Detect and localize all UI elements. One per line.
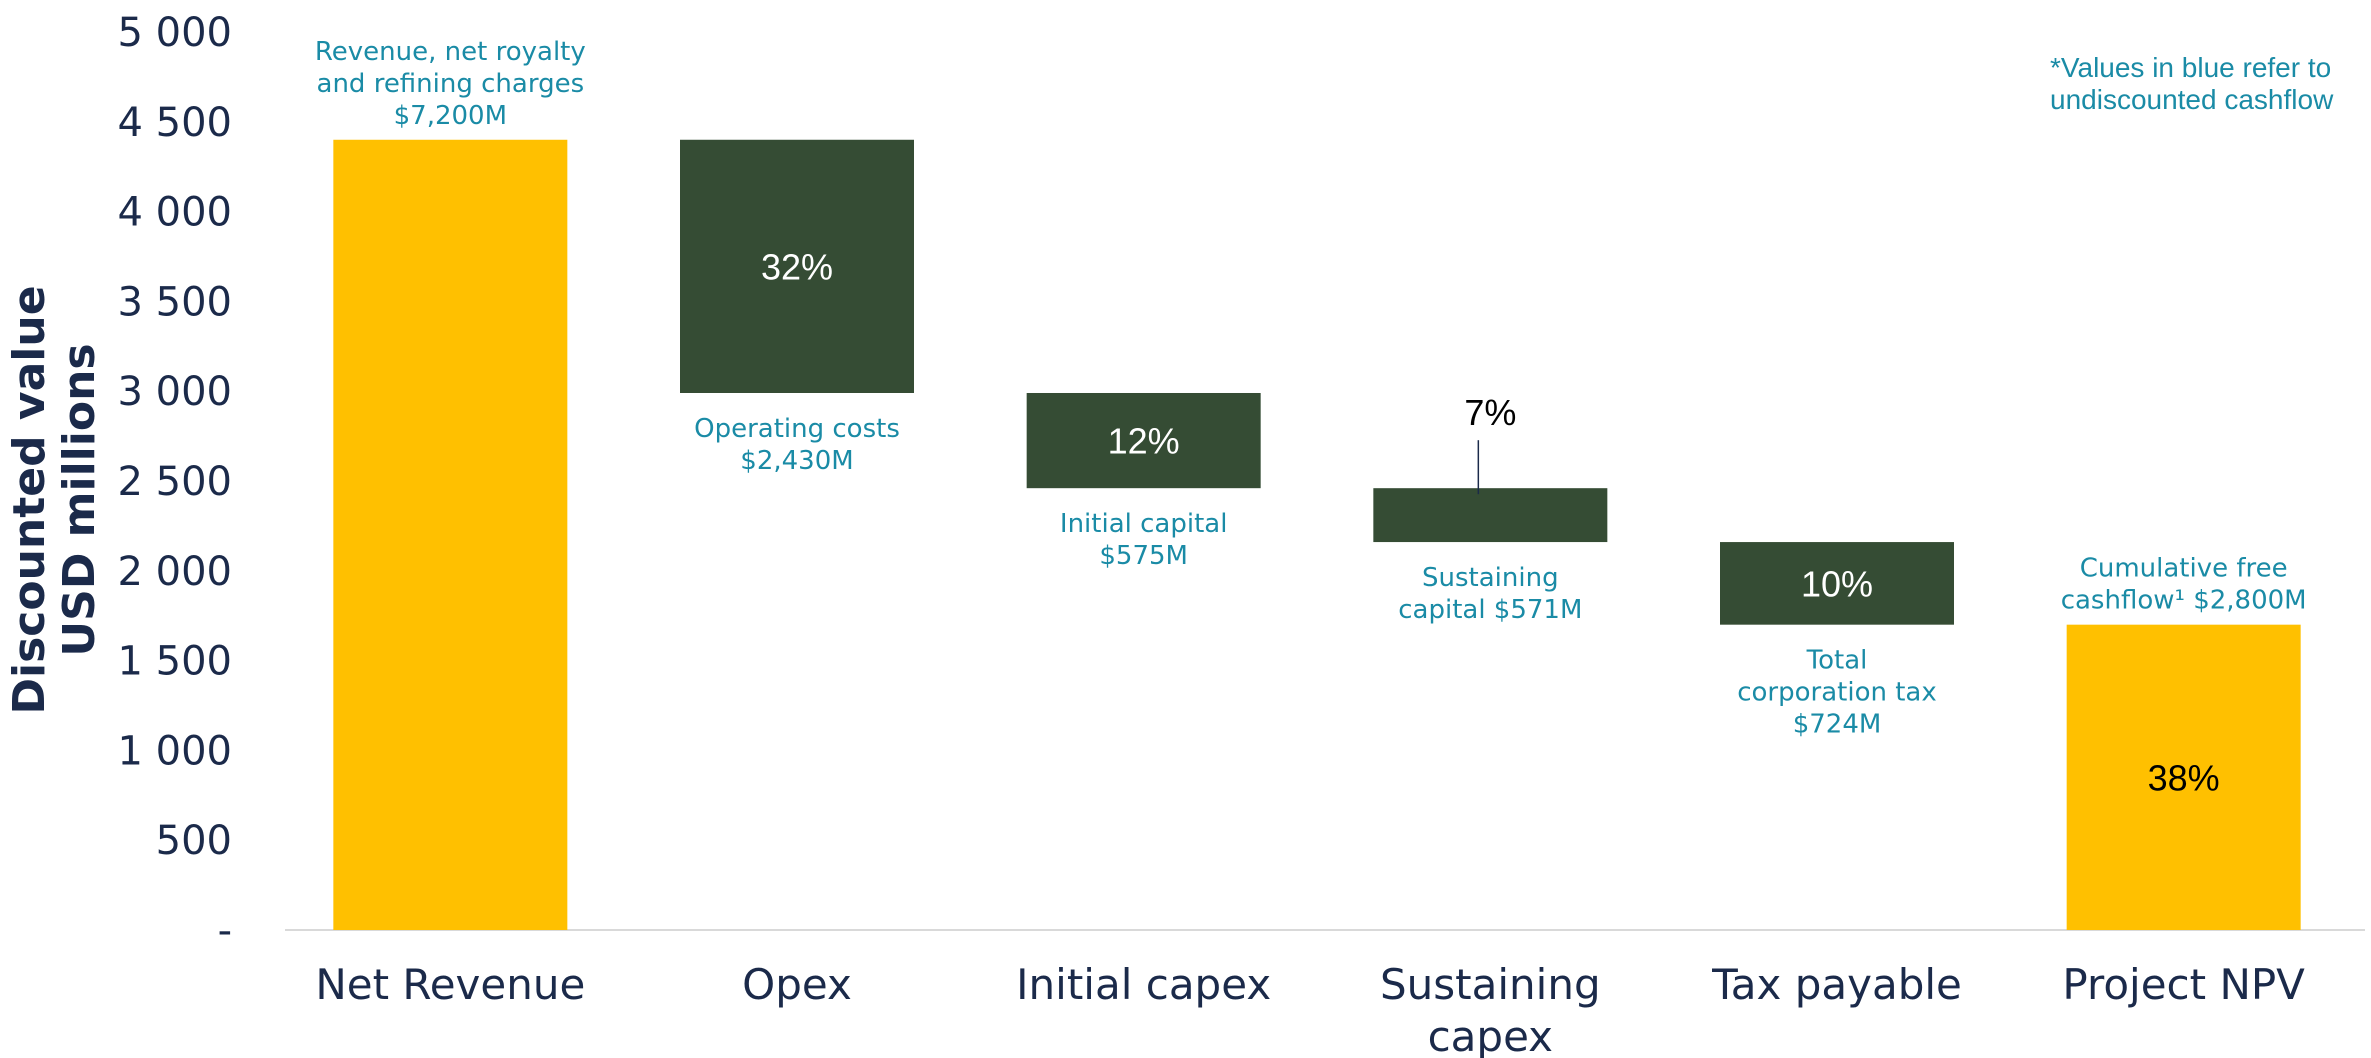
bar — [1373, 488, 1608, 543]
x-category-label: Initial capex — [1016, 960, 1271, 1009]
bar — [2066, 624, 2301, 930]
y-tick-label: 2 500 — [117, 459, 232, 505]
y-tick-label: 5 000 — [117, 10, 232, 56]
y-axis-title-line: USD millions — [54, 343, 105, 656]
x-category-label: Net Revenue — [315, 960, 585, 1009]
y-tick-label: 3 000 — [117, 369, 232, 415]
y-axis-ticks: - 500 1 000 1 500 2 000 2 500 3 000 3 500 4 000 4… — [117, 10, 232, 954]
bar-annotation: cashflow¹ $2,800M — [2061, 586, 2307, 616]
percentage-label: 7% — [1464, 392, 1516, 433]
bar-annotation: Total — [1806, 646, 1868, 676]
percentage-label: 10% — [1801, 563, 1873, 604]
bar-annotation: $575M — [1099, 541, 1188, 571]
percentage-label: 12% — [1108, 421, 1180, 462]
y-tick-label: 4 000 — [117, 190, 232, 236]
y-tick-label: - — [218, 908, 232, 954]
bar-annotation: capital $571M — [1398, 595, 1582, 625]
x-category-label: capex — [1428, 1012, 1553, 1058]
percentage-label: 32% — [761, 246, 833, 287]
bar-annotation: $724M — [1793, 710, 1882, 740]
bar-annotation: Initial capital — [1060, 509, 1228, 539]
x-category-label: Sustaining — [1380, 960, 1601, 1009]
percentage-label: 38% — [2148, 757, 2220, 798]
bar — [1026, 392, 1261, 489]
bar — [680, 139, 914, 393]
bar-annotation: $7,200M — [394, 101, 507, 131]
bar-annotation: Cumulative free — [2080, 554, 2288, 584]
y-axis-label: Discounted value USD millions — [4, 285, 105, 714]
y-tick-label: 1 500 — [117, 639, 232, 685]
note-line: undiscounted cashflow — [2050, 84, 2334, 115]
y-tick-label: 4 500 — [117, 100, 232, 146]
x-category-label: Opex — [742, 960, 852, 1009]
note-line: *Values in blue refer to — [2050, 52, 2331, 83]
x-category-label: Project NPV — [2062, 960, 2305, 1009]
y-tick-label: 1 000 — [117, 728, 232, 774]
y-tick-label: 3 500 — [117, 279, 232, 325]
bar-annotation: $2,430M — [740, 446, 853, 476]
y-tick-label: 2 000 — [117, 549, 232, 595]
bar-annotation: Revenue, net royalty — [315, 37, 586, 67]
bar-annotation: Sustaining — [1422, 563, 1559, 593]
x-category-label: Tax payable — [1711, 960, 1962, 1009]
y-axis-title-line: Discounted value — [4, 285, 55, 714]
bar-annotation: corporation tax — [1737, 678, 1937, 708]
bar-annotation: Operating costs — [694, 414, 900, 444]
bar — [333, 139, 568, 930]
y-tick-label: 500 — [156, 818, 232, 864]
bar-annotation: and refining charges — [317, 69, 585, 99]
bar — [1720, 542, 1954, 625]
